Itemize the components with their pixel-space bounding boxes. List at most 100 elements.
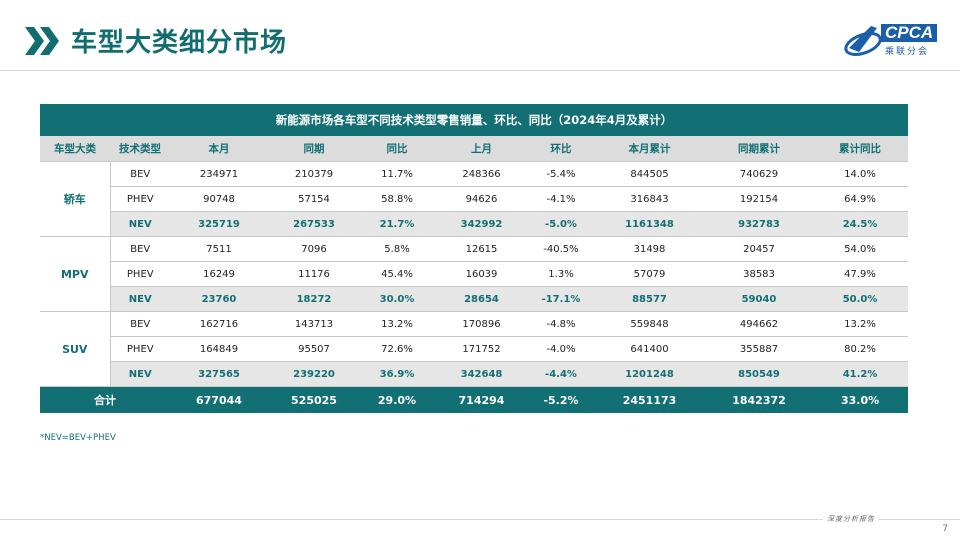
table-cell: 13.2% bbox=[812, 311, 909, 337]
table-cell: 342648 bbox=[434, 361, 529, 387]
table-cell: -5.4% bbox=[529, 161, 593, 187]
sales-table: 新能源市场各车型不同技术类型零售销量、环比、同比（2024年4月及累计） 车型大… bbox=[40, 104, 909, 413]
cpca-logo: CPCA 乘联分会 bbox=[841, 18, 946, 64]
table-cell: -4.1% bbox=[529, 186, 593, 212]
table-cell: 327565 bbox=[170, 361, 268, 387]
table-cell: 64.9% bbox=[812, 186, 909, 212]
column-header: 上月 bbox=[434, 136, 529, 162]
table-cell: 7511 bbox=[170, 236, 268, 262]
tech-type-cell: NEV bbox=[110, 361, 170, 387]
table-row: NEV 325719 267533 21.7% 342992 -5.0% 1161348 93… bbox=[40, 211, 909, 237]
tech-type-cell: NEV bbox=[110, 286, 170, 312]
table-cell: 50.0% bbox=[812, 286, 909, 312]
column-header: 同期 bbox=[268, 136, 360, 162]
table-cell: 641400 bbox=[593, 336, 706, 362]
table-cell: 45.4% bbox=[360, 261, 434, 287]
vehicle-class-cell: 轿车 bbox=[40, 161, 111, 237]
table-cell: 28654 bbox=[434, 286, 529, 312]
table-cell: 844505 bbox=[593, 161, 706, 187]
table-cell: -4.8% bbox=[529, 311, 593, 337]
table-cell: 36.9% bbox=[360, 361, 434, 387]
table-cell: 143713 bbox=[268, 311, 360, 337]
table-cell: 18272 bbox=[268, 286, 360, 312]
column-header: 本月 bbox=[170, 136, 268, 162]
total-label: 合计 bbox=[40, 386, 170, 413]
table-cell: 170896 bbox=[434, 311, 529, 337]
table-row: SUV BEV 162716 143713 13.2% 170896 -4.8% 559848… bbox=[40, 311, 909, 387]
tech-type-cell: NEV bbox=[110, 211, 170, 237]
table-cell: 12615 bbox=[434, 236, 529, 262]
column-header: 同比 bbox=[360, 136, 434, 162]
column-header: 环比 bbox=[529, 136, 593, 162]
total-cell: 525025 bbox=[268, 386, 360, 413]
table-cell: 11176 bbox=[268, 261, 360, 287]
table-cell: 80.2% bbox=[812, 336, 909, 362]
table-cell: 59040 bbox=[706, 286, 812, 312]
table-cell: -5.0% bbox=[529, 211, 593, 237]
footnote: *NEV=BEV+PHEV bbox=[40, 433, 116, 443]
table-cell: 54.0% bbox=[812, 236, 909, 262]
table-cell: 316843 bbox=[593, 186, 706, 212]
table-cell: 58.8% bbox=[360, 186, 434, 212]
table-cell: 11.7% bbox=[360, 161, 434, 187]
table-row: NEV 23760 18272 30.0% 28654 -17.1% 88577 59040 5… bbox=[40, 286, 909, 312]
table-cell: 342992 bbox=[434, 211, 529, 237]
table-cell: 7096 bbox=[268, 236, 360, 262]
table-cell: -4.4% bbox=[529, 361, 593, 387]
table-cell: 21.7% bbox=[360, 211, 434, 237]
table-cell: 248366 bbox=[434, 161, 529, 187]
table-row: 轿车 BEV 234971 210379 11.7% 248366 -5.4% 844505 7… bbox=[40, 161, 909, 237]
table-cell: 559848 bbox=[593, 311, 706, 337]
table-cell: 850549 bbox=[706, 361, 812, 387]
column-header: 车型大类 bbox=[40, 136, 110, 162]
tech-type-cell: BEV bbox=[110, 236, 170, 262]
column-header: 累计同比 bbox=[812, 136, 909, 162]
table-cell: 94626 bbox=[434, 186, 529, 212]
logo-text: CPCA bbox=[881, 24, 938, 42]
table-cell: 494662 bbox=[706, 311, 812, 337]
table-cell: -4.0% bbox=[529, 336, 593, 362]
tech-type-cell: BEV bbox=[110, 311, 170, 337]
table-cell: 1.3% bbox=[529, 261, 593, 287]
column-header: 本月累计 bbox=[593, 136, 706, 162]
logo-emblem-icon bbox=[844, 26, 882, 56]
vehicle-class-cell: SUV bbox=[40, 311, 111, 387]
table-cell: 14.0% bbox=[812, 161, 909, 187]
table-cell: 88577 bbox=[593, 286, 706, 312]
table-cell: 192154 bbox=[706, 186, 812, 212]
table-row: PHEV 90748 57154 58.8% 94626 -4.1% 316843 19215… bbox=[40, 186, 909, 212]
tech-type-cell: PHEV bbox=[110, 186, 170, 212]
table-cell: 20457 bbox=[706, 236, 812, 262]
double-chevron-icon bbox=[25, 27, 61, 55]
table-header-row: 车型大类 技术类型 本月 同期 同比 上月 环比 本月累计 同期累计 累计同比 bbox=[40, 136, 909, 162]
table-cell: -40.5% bbox=[529, 236, 593, 262]
table-row: PHEV 16249 11176 45.4% 16039 1.3% 57079 38583 47… bbox=[40, 261, 909, 287]
table-cell: 57079 bbox=[593, 261, 706, 287]
table-cell: 24.5% bbox=[812, 211, 909, 237]
table-cell: 162716 bbox=[170, 311, 268, 337]
table-cell: 31498 bbox=[593, 236, 706, 262]
table-cell: 740629 bbox=[706, 161, 812, 187]
table-cell: 932783 bbox=[706, 211, 812, 237]
table-cell: 41.2% bbox=[812, 361, 909, 387]
tech-type-cell: BEV bbox=[110, 161, 170, 187]
total-cell: -5.2% bbox=[529, 386, 593, 413]
table-cell: 16039 bbox=[434, 261, 529, 287]
table-body: 轿车 BEV 234971 210379 11.7% 248366 -5.4% 844505 7… bbox=[40, 161, 909, 413]
total-row: 合计 677044 525025 29.0% 714294 -5.2% 2451173 184… bbox=[40, 386, 909, 413]
table-cell: 47.9% bbox=[812, 261, 909, 287]
total-cell: 29.0% bbox=[360, 386, 434, 413]
page-title: 车型大类细分市场 bbox=[71, 28, 288, 58]
table-cell: 16249 bbox=[170, 261, 268, 287]
table-cell: 355887 bbox=[706, 336, 812, 362]
table-cell: 23760 bbox=[170, 286, 268, 312]
table-cell: 95507 bbox=[268, 336, 360, 362]
column-header: 技术类型 bbox=[110, 136, 170, 162]
table-cell: 210379 bbox=[268, 161, 360, 187]
table-cell: 239220 bbox=[268, 361, 360, 387]
tech-type-cell: PHEV bbox=[110, 336, 170, 362]
table-cell: 1161348 bbox=[593, 211, 706, 237]
table-cell: 1201248 bbox=[593, 361, 706, 387]
total-cell: 1842372 bbox=[706, 386, 812, 413]
table-cell: 90748 bbox=[170, 186, 268, 212]
